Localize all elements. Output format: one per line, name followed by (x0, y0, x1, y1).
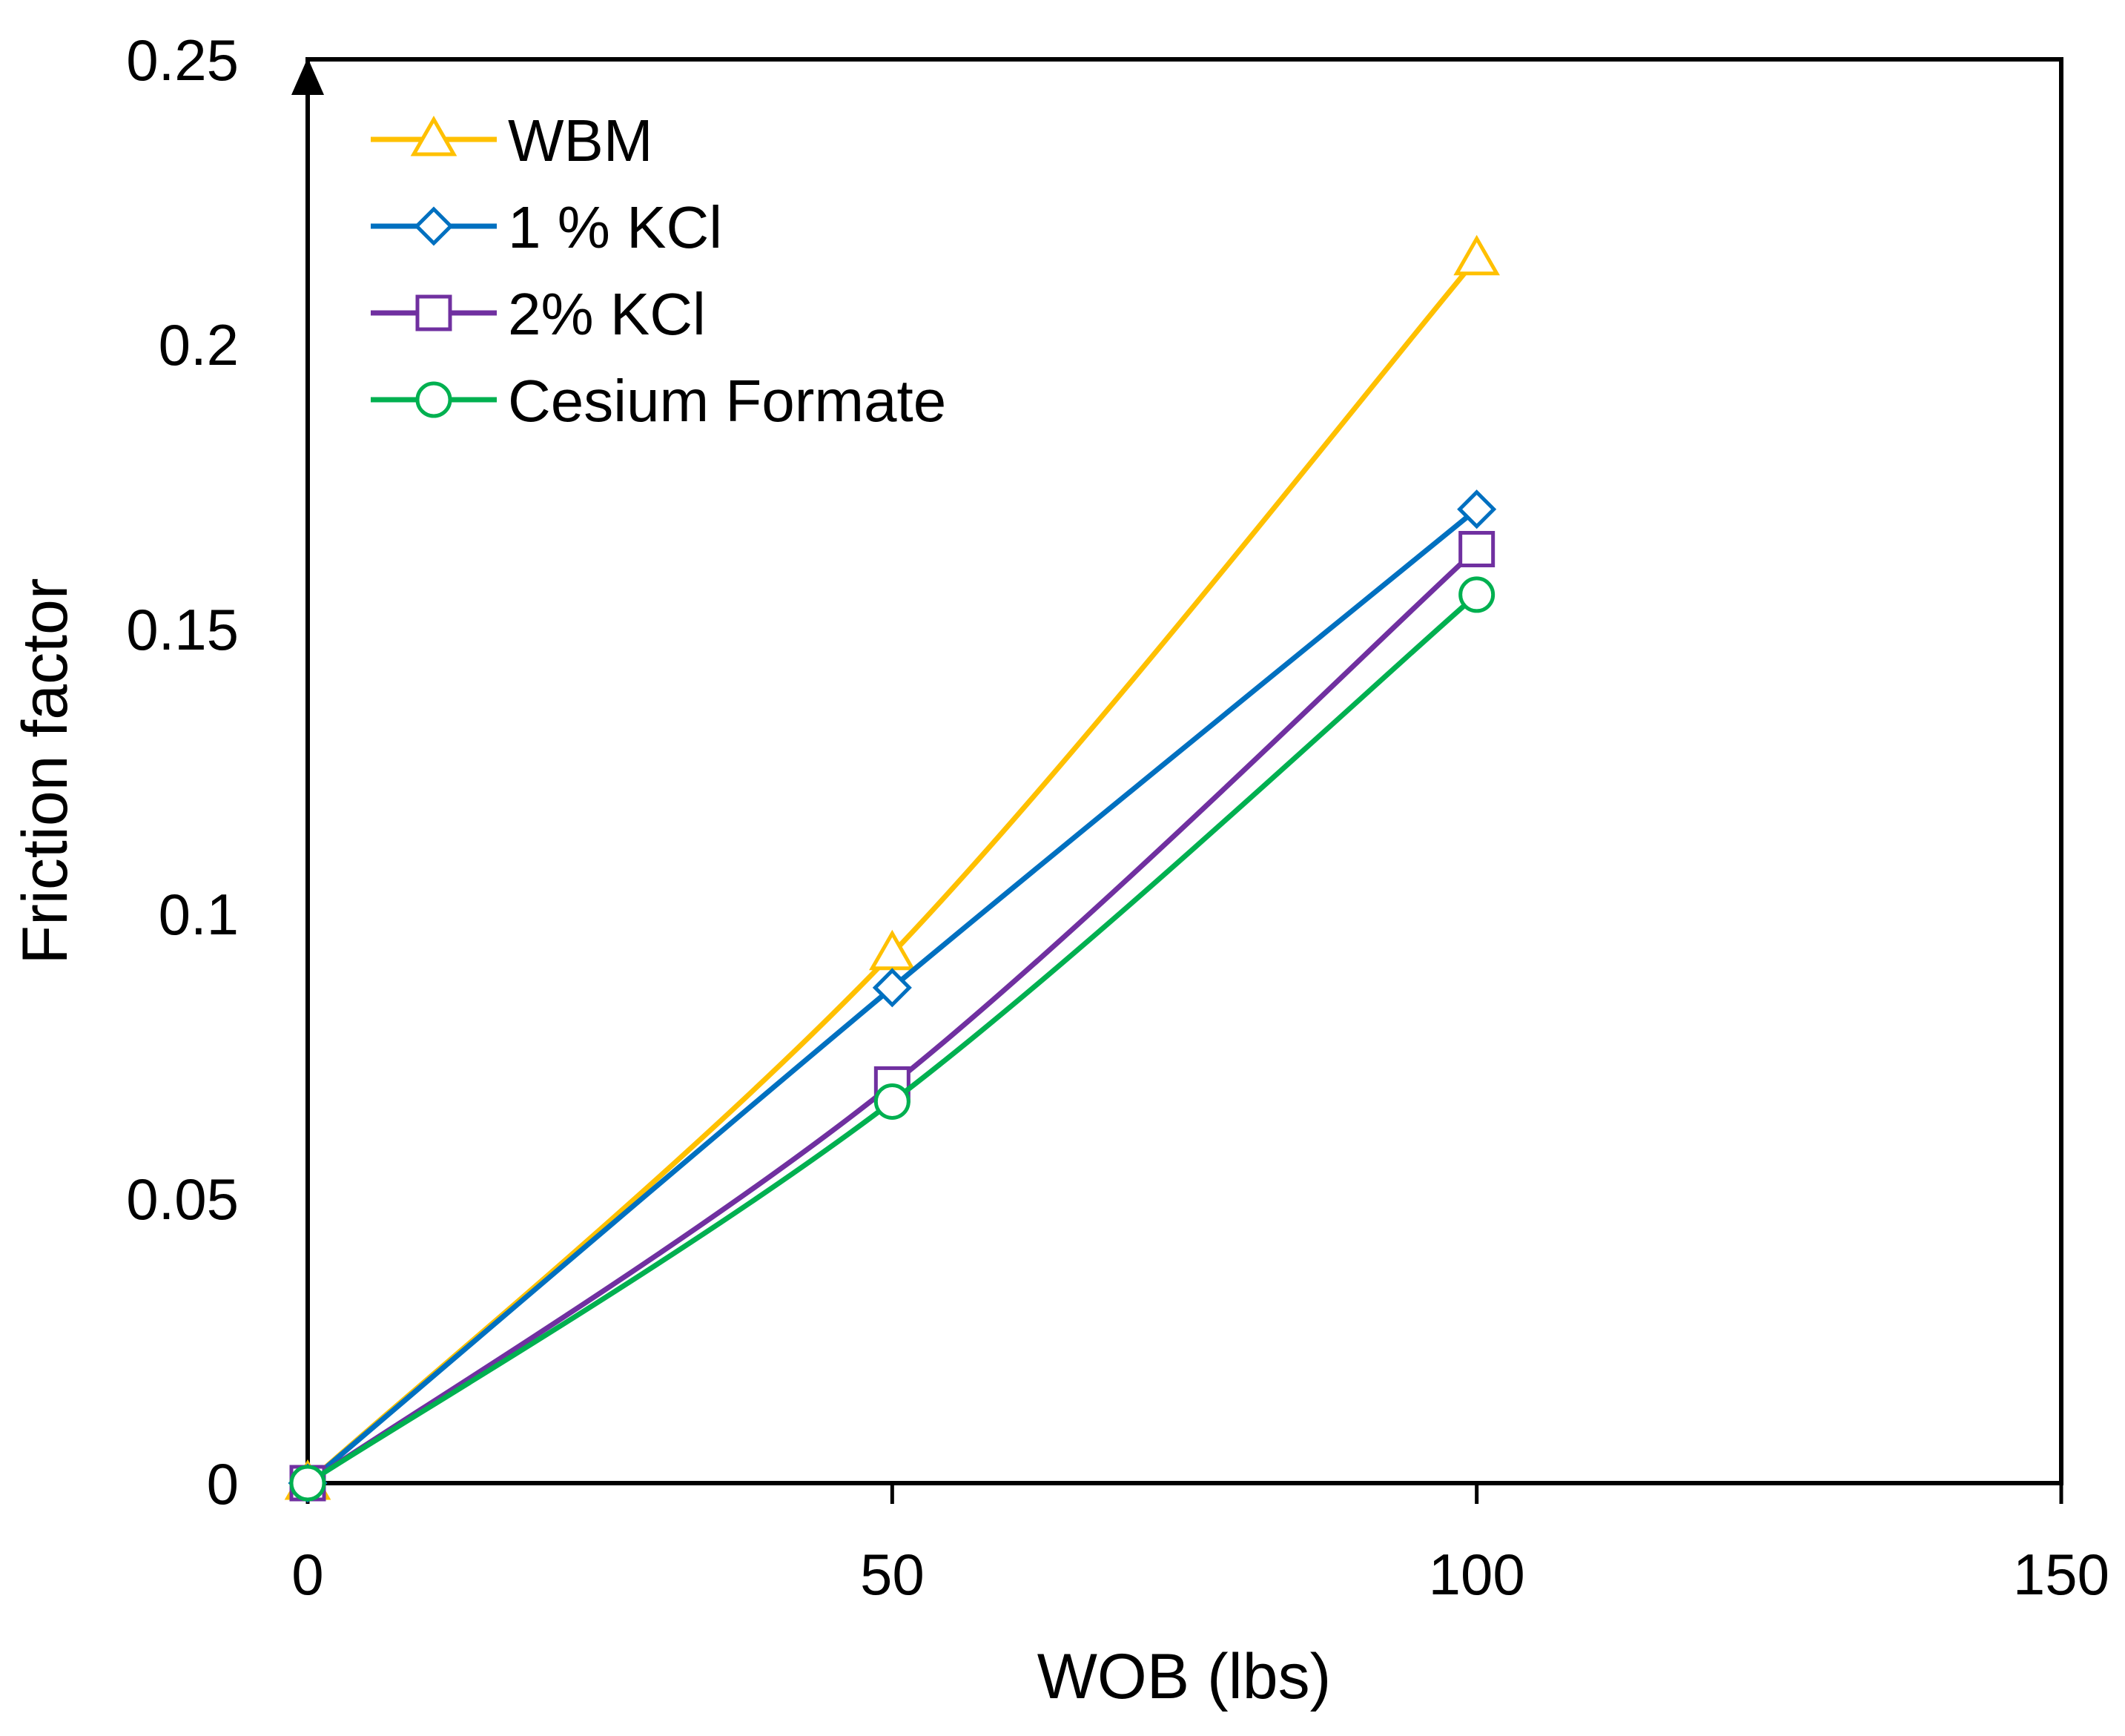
1-kcl-marker (872, 968, 912, 1008)
1-kcl-marker (1457, 489, 1497, 529)
series-line-2-kcl (306, 547, 1479, 1485)
series-line-cesium-formate (306, 593, 1478, 1485)
legend-label: WBM (508, 108, 653, 174)
x-axis-title: WOB (lbs) (1037, 1641, 1332, 1712)
cesium-formate-marker (1458, 576, 1496, 613)
legend-1-kcl-marker (414, 206, 454, 246)
y-tick-label: 0.15 (126, 597, 239, 662)
legend-label: 2% KCl (508, 281, 706, 347)
x-tick-label: 150 (2013, 1542, 2109, 1607)
series-line-wbm (305, 257, 1479, 1485)
plot-frame (305, 57, 2063, 1485)
x-tick-label: 100 (1429, 1542, 1525, 1607)
legend-item-1-kcl: 1 % KCl (371, 194, 722, 260)
legend-item-cesium-formate: Cesium Formate (371, 368, 946, 434)
x-tick-label: 0 (291, 1542, 323, 1607)
y-tick-label: 0.25 (126, 27, 239, 93)
series-cesium-formate (289, 576, 1496, 1502)
cesium-formate-marker (873, 1083, 911, 1120)
legend-wbm-marker (410, 115, 457, 156)
legend-item-2-kcl: 2% KCl (371, 281, 706, 347)
2-kcl-marker (1458, 530, 1496, 567)
legend-label: 1 % KCl (508, 194, 722, 260)
legend: WBM 1 % KCl 2% KCl Cesium Formate (371, 108, 946, 434)
y-tick-label: 0.1 (159, 882, 239, 947)
series-1-kcl (288, 489, 1497, 1503)
y-tick-label: 0.05 (126, 1166, 239, 1232)
series-layer (284, 234, 1500, 1503)
legend-cesium-formate-marker (415, 381, 452, 418)
x-axis-ticks: 0 50 100 150 (291, 1483, 2109, 1607)
x-tick-label: 50 (860, 1542, 925, 1607)
wbm-marker (1453, 234, 1500, 276)
y-tick-label: 0 (207, 1451, 239, 1516)
legend-label: Cesium Formate (508, 368, 946, 434)
y-axis-ticks: 0 0.05 0.1 0.15 0.2 0.25 (126, 27, 239, 1516)
y-tick-label: 0.2 (159, 312, 239, 377)
y-axis-title: Friction factor (10, 578, 81, 965)
y-axis-arrow-icon (291, 58, 324, 95)
legend-2-kcl-marker (415, 294, 452, 331)
legend-item-wbm: WBM (371, 108, 653, 174)
cesium-formate-marker (289, 1465, 326, 1502)
series-2-kcl (289, 530, 1496, 1502)
